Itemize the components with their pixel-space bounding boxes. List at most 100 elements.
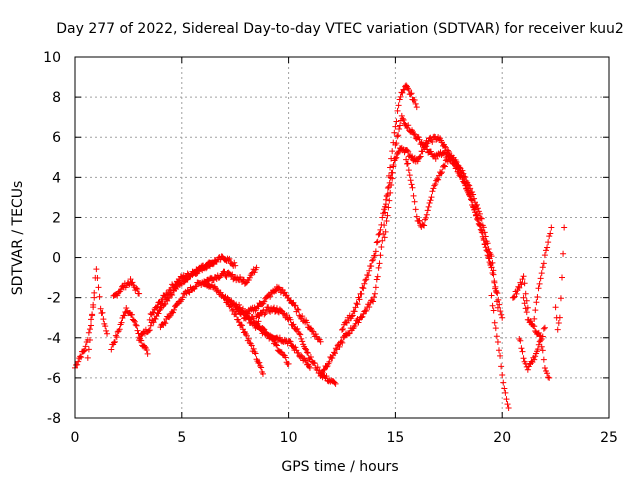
- arc-p-point: [409, 184, 416, 191]
- arc-k-point: [332, 380, 339, 387]
- arc-p-point: [435, 176, 442, 183]
- arc-k-point: [271, 304, 278, 311]
- arc-o-point: [393, 140, 400, 147]
- arc-c-point: [134, 327, 141, 334]
- arc-k-point: [261, 311, 268, 318]
- arc-d-point: [136, 290, 143, 297]
- arc-i-point: [255, 318, 262, 325]
- arc-f-point: [184, 270, 191, 277]
- arc-e-point: [166, 295, 173, 302]
- arc-q-point: [492, 325, 499, 332]
- arc-u-point: [559, 274, 566, 281]
- arc-p-point: [408, 181, 415, 188]
- arc-f-point: [226, 255, 233, 262]
- arc-h-point: [245, 335, 252, 342]
- arc-j-point: [276, 334, 283, 341]
- arc-v-point: [510, 294, 517, 301]
- arc-r-point: [540, 325, 547, 332]
- arc-m-point: [331, 349, 338, 356]
- arc-b-point: [100, 316, 107, 323]
- arc-o-point: [488, 264, 495, 271]
- arc-j-point: [298, 352, 305, 359]
- arc-i-point: [285, 360, 292, 367]
- arc-m-point: [405, 87, 412, 94]
- arc-k-point: [296, 330, 303, 337]
- arc-m-point: [355, 319, 362, 326]
- arc-b-point: [93, 266, 100, 273]
- arc-b-point: [88, 322, 95, 329]
- arc-p-point: [493, 287, 500, 294]
- arc-m-point: [326, 358, 333, 365]
- arc-f-point: [176, 277, 183, 284]
- arc-n-point: [370, 256, 377, 263]
- arc-o-point: [423, 143, 430, 150]
- arc-k-point: [256, 313, 263, 320]
- arc-s-point: [523, 309, 530, 316]
- arc-p-point: [467, 185, 474, 192]
- x-tick-label: 10: [280, 430, 298, 446]
- arc-o-point: [400, 116, 407, 123]
- arc-n-point: [339, 326, 345, 333]
- arc-n-point: [389, 169, 396, 176]
- arc-k-point: [314, 364, 321, 371]
- arc-o-point: [394, 133, 401, 140]
- arc-u-point: [556, 314, 563, 321]
- arc-f-point: [165, 289, 172, 296]
- arc-o-point: [384, 212, 391, 219]
- arc-c-point: [144, 350, 151, 357]
- arc-n-point: [371, 252, 378, 259]
- arc-s-point: [544, 370, 551, 377]
- arc-g-point: [171, 306, 178, 313]
- arc-j-point: [257, 326, 264, 333]
- arc-n-point: [373, 239, 380, 246]
- arc-p-point: [482, 233, 489, 240]
- arc-c-point: [111, 339, 118, 346]
- y-axis-title: SDTVAR / TECUs: [10, 181, 26, 296]
- arc-n-point: [417, 153, 424, 160]
- arc-l-point: [304, 319, 311, 326]
- arc-j-point: [287, 338, 294, 345]
- arc-h-point: [238, 322, 245, 329]
- arc-e-point: [150, 319, 157, 326]
- arc-m-point: [370, 298, 377, 305]
- arc-n-point: [348, 313, 355, 320]
- arc-b-point: [99, 309, 106, 316]
- arc-e-point: [169, 292, 176, 299]
- arc-q-point: [488, 292, 495, 299]
- arc-p-point: [403, 156, 410, 163]
- arc-f-point: [164, 291, 171, 298]
- arc-l-point: [272, 287, 279, 294]
- arc-f-point: [146, 316, 153, 323]
- x-tick-label: 5: [177, 430, 186, 446]
- arc-q-point: [505, 404, 512, 411]
- arc-p-point: [431, 182, 438, 189]
- arc-m-point: [411, 96, 418, 103]
- arc-p-point: [456, 164, 463, 171]
- arc-n-point: [419, 148, 426, 155]
- arc-b-point: [91, 289, 98, 296]
- arc-g-point: [253, 264, 260, 271]
- arc-s-point: [545, 374, 552, 381]
- arc-n-point: [382, 196, 389, 203]
- arc-c-point: [131, 318, 138, 325]
- arc-f-point: [203, 265, 210, 272]
- arc-v-point: [516, 284, 523, 291]
- arc-a-point: [82, 343, 89, 350]
- arc-p-point: [413, 213, 420, 220]
- arc-j-point: [306, 364, 313, 371]
- arc-q-point: [489, 302, 496, 309]
- arc-m-point: [336, 343, 343, 350]
- arc-o-point: [396, 122, 403, 129]
- arc-j-point: [303, 357, 310, 364]
- arc-p-point: [488, 253, 495, 260]
- arc-p-point: [441, 163, 448, 170]
- arc-s-point: [540, 356, 547, 363]
- arc-r-point: [519, 348, 526, 355]
- arc-k-point: [277, 307, 284, 314]
- arc-p-point: [411, 198, 418, 205]
- arc-k-point: [294, 325, 301, 332]
- arc-o-point: [382, 228, 389, 235]
- plot-frame: [74, 56, 610, 419]
- arc-r-point: [532, 353, 539, 360]
- arc-p-point: [466, 182, 473, 189]
